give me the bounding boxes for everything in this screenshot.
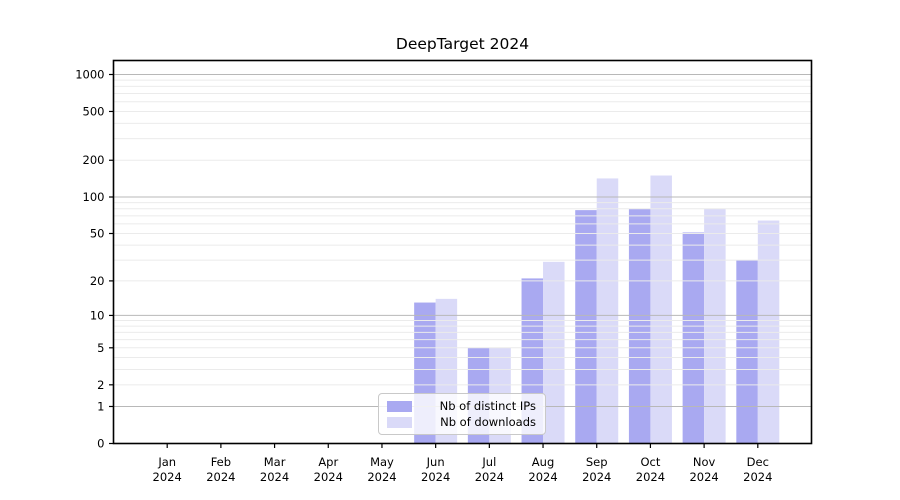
- x-tick-label-year: 2024: [528, 470, 557, 484]
- legend-swatch-distinct-ips: [387, 400, 412, 412]
- legend-label-distinct-ips: Nb of distinct IPs: [439, 398, 536, 413]
- x-tick-label-month: Apr: [318, 455, 338, 469]
- y-tick-label: 200: [83, 153, 105, 167]
- legend: Nb of distinct IPs Nb of downloads: [378, 393, 546, 435]
- x-tick-label-year: 2024: [743, 470, 772, 484]
- x-tick-label-year: 2024: [689, 470, 718, 484]
- y-tick-label: 0: [97, 437, 104, 451]
- x-tick-label-month: Nov: [693, 455, 716, 469]
- x-tick-label-year: 2024: [153, 470, 182, 484]
- x-tick-label-month: Oct: [640, 455, 660, 469]
- x-tick-label-month: Dec: [747, 455, 769, 469]
- x-tick-label-month: Jul: [481, 455, 496, 469]
- x-tick-label-year: 2024: [421, 470, 450, 484]
- chart-title: DeepTarget 2024: [395, 35, 530, 53]
- y-tick-label: 1000: [75, 68, 104, 82]
- x-tick-label-year: 2024: [636, 470, 665, 484]
- x-tick-label-month: May: [370, 455, 394, 469]
- legend-row-downloads: Nb of downloads: [387, 415, 536, 429]
- axes-spines: [112, 59, 813, 445]
- x-tick-label-year: 2024: [582, 470, 611, 484]
- bar-downloads-oct: [650, 175, 672, 444]
- x-tick-label-month: Sep: [586, 455, 608, 469]
- bar-ips-nov: [682, 232, 705, 444]
- x-tick-label-month: Jan: [157, 455, 176, 469]
- y-tick-label: 500: [83, 104, 105, 118]
- y-tick-label: 5: [97, 341, 104, 355]
- bar-downloads-sep: [596, 178, 619, 444]
- bar-ips-dec: [736, 260, 758, 444]
- x-tick-label-year: 2024: [475, 470, 504, 484]
- y-tick-label: 100: [83, 190, 105, 204]
- legend-swatch-downloads: [387, 416, 412, 428]
- x-tick-label-year: 2024: [206, 470, 235, 484]
- x-tick-label-month: Aug: [532, 455, 554, 469]
- y-tick-label: 1: [97, 399, 104, 413]
- y-tick-label: 2: [97, 378, 104, 392]
- x-tick-label-year: 2024: [260, 470, 289, 484]
- x-tick-label-year: 2024: [367, 470, 396, 484]
- x-tick-label-year: 2024: [314, 470, 343, 484]
- legend-row-distinct-ips: Nb of distinct IPs: [387, 399, 536, 413]
- bar-downloads-aug: [543, 261, 565, 444]
- y-tick-label: 50: [90, 226, 105, 240]
- y-tick-label: 20: [90, 274, 105, 288]
- x-tick-label-month: Feb: [211, 455, 231, 469]
- x-tick-label-month: Mar: [264, 455, 286, 469]
- legend-label-downloads: Nb of downloads: [440, 414, 536, 429]
- y-tick-label: 10: [90, 308, 105, 322]
- x-tick-label-month: Jun: [426, 455, 445, 469]
